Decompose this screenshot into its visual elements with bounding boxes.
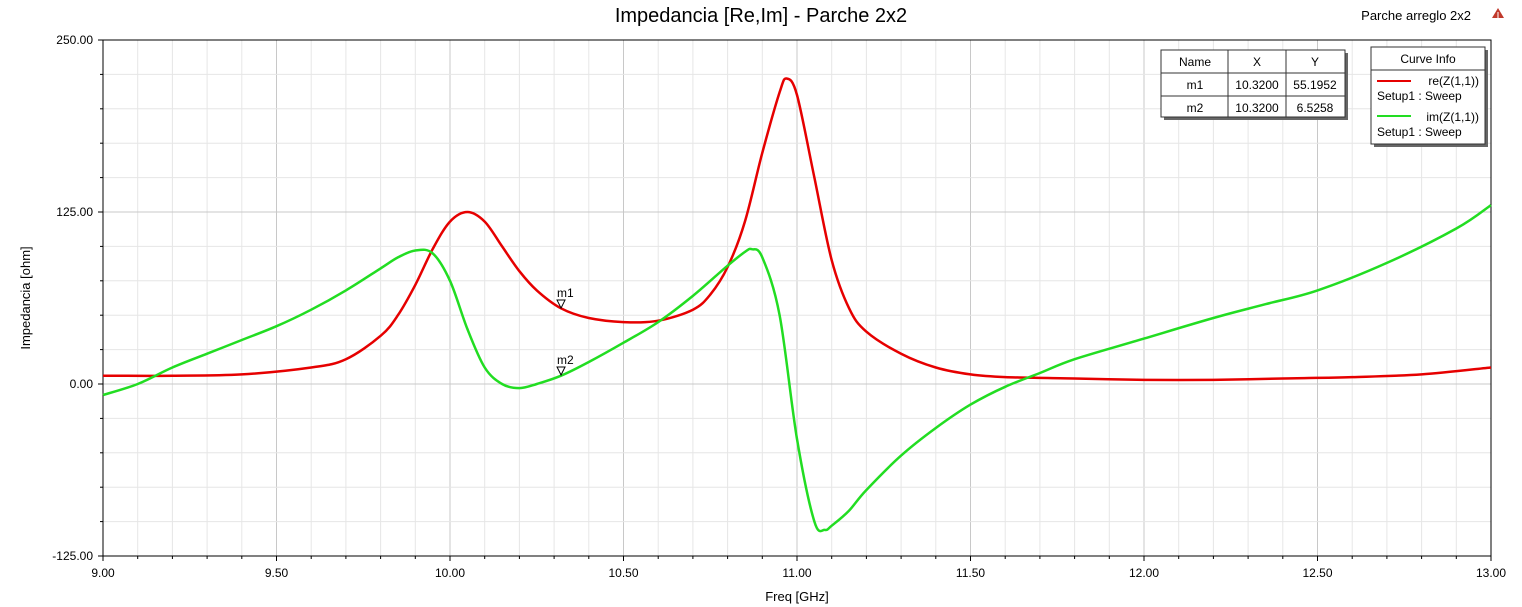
marker-m2-symbol[interactable] [556,366,566,377]
marker-table-header-y: Y [1311,55,1319,69]
marker-m2-label: m2 [557,353,574,367]
axis-ticks: 9.00 9.50 10.00 10.50 11.00 11.50 12.00 12.50 13… [52,33,1506,580]
series-im-z11-line [102,204,1492,533]
marker-row-m1-x: 10.3200 [1235,78,1279,92]
x-tick-label: 11.00 [782,566,811,580]
legend-title: Curve Info [1400,52,1456,66]
series [102,77,1492,533]
marker-row-m1-y: 55.1952 [1293,78,1337,92]
y-tick-label: 250.00 [56,33,93,47]
legend-series-im-setup: Setup1 : Sweep [1377,125,1462,139]
marker-row-m2-x: 10.3200 [1235,101,1279,115]
chart-title: Impedancia [Re,Im] - Parche 2x2 [615,5,907,27]
x-tick-label: 9.50 [265,566,289,580]
logo-icon [1492,8,1504,18]
marker-m1-symbol[interactable] [556,299,566,310]
marker-table[interactable]: Name X Y m1 10.3200 55.1952 m2 10.3200 6… [1160,49,1348,120]
markers: m1 m2 [556,286,574,377]
legend-series-re-name: re(Z(1,1)) [1428,74,1479,88]
marker-table-header-name: Name [1179,55,1211,69]
marker-row-m2-name: m2 [1187,101,1204,115]
marker-table-header-x: X [1253,55,1261,69]
legend[interactable]: Curve Info re(Z(1,1)) Setup1 : Sweep im(… [1370,46,1488,147]
marker-row-m2-y: 6.5258 [1297,101,1334,115]
y-tick-label: 125.00 [56,205,93,219]
marker-m1-label: m1 [557,286,574,300]
legend-series-re-setup: Setup1 : Sweep [1377,89,1462,103]
y-tick-label: -125.00 [52,549,93,563]
x-tick-label: 13.00 [1476,566,1506,580]
y-tick-label: 0.00 [70,377,94,391]
x-tick-label: 12.50 [1302,566,1332,580]
marker-row-m1-name: m1 [1187,78,1204,92]
x-axis-label: Freq [GHz] [765,589,829,604]
x-tick-label: 10.50 [608,566,638,580]
x-tick-label: 12.00 [1129,566,1159,580]
x-tick-label: 9.00 [91,566,115,580]
x-tick-label: 10.00 [435,566,465,580]
x-tick-label: 11.50 [956,566,985,580]
project-label: Parche arreglo 2x2 [1361,8,1471,23]
y-axis-label: Impedancia [ohm] [18,246,33,349]
legend-series-im-name: im(Z(1,1)) [1426,110,1479,124]
